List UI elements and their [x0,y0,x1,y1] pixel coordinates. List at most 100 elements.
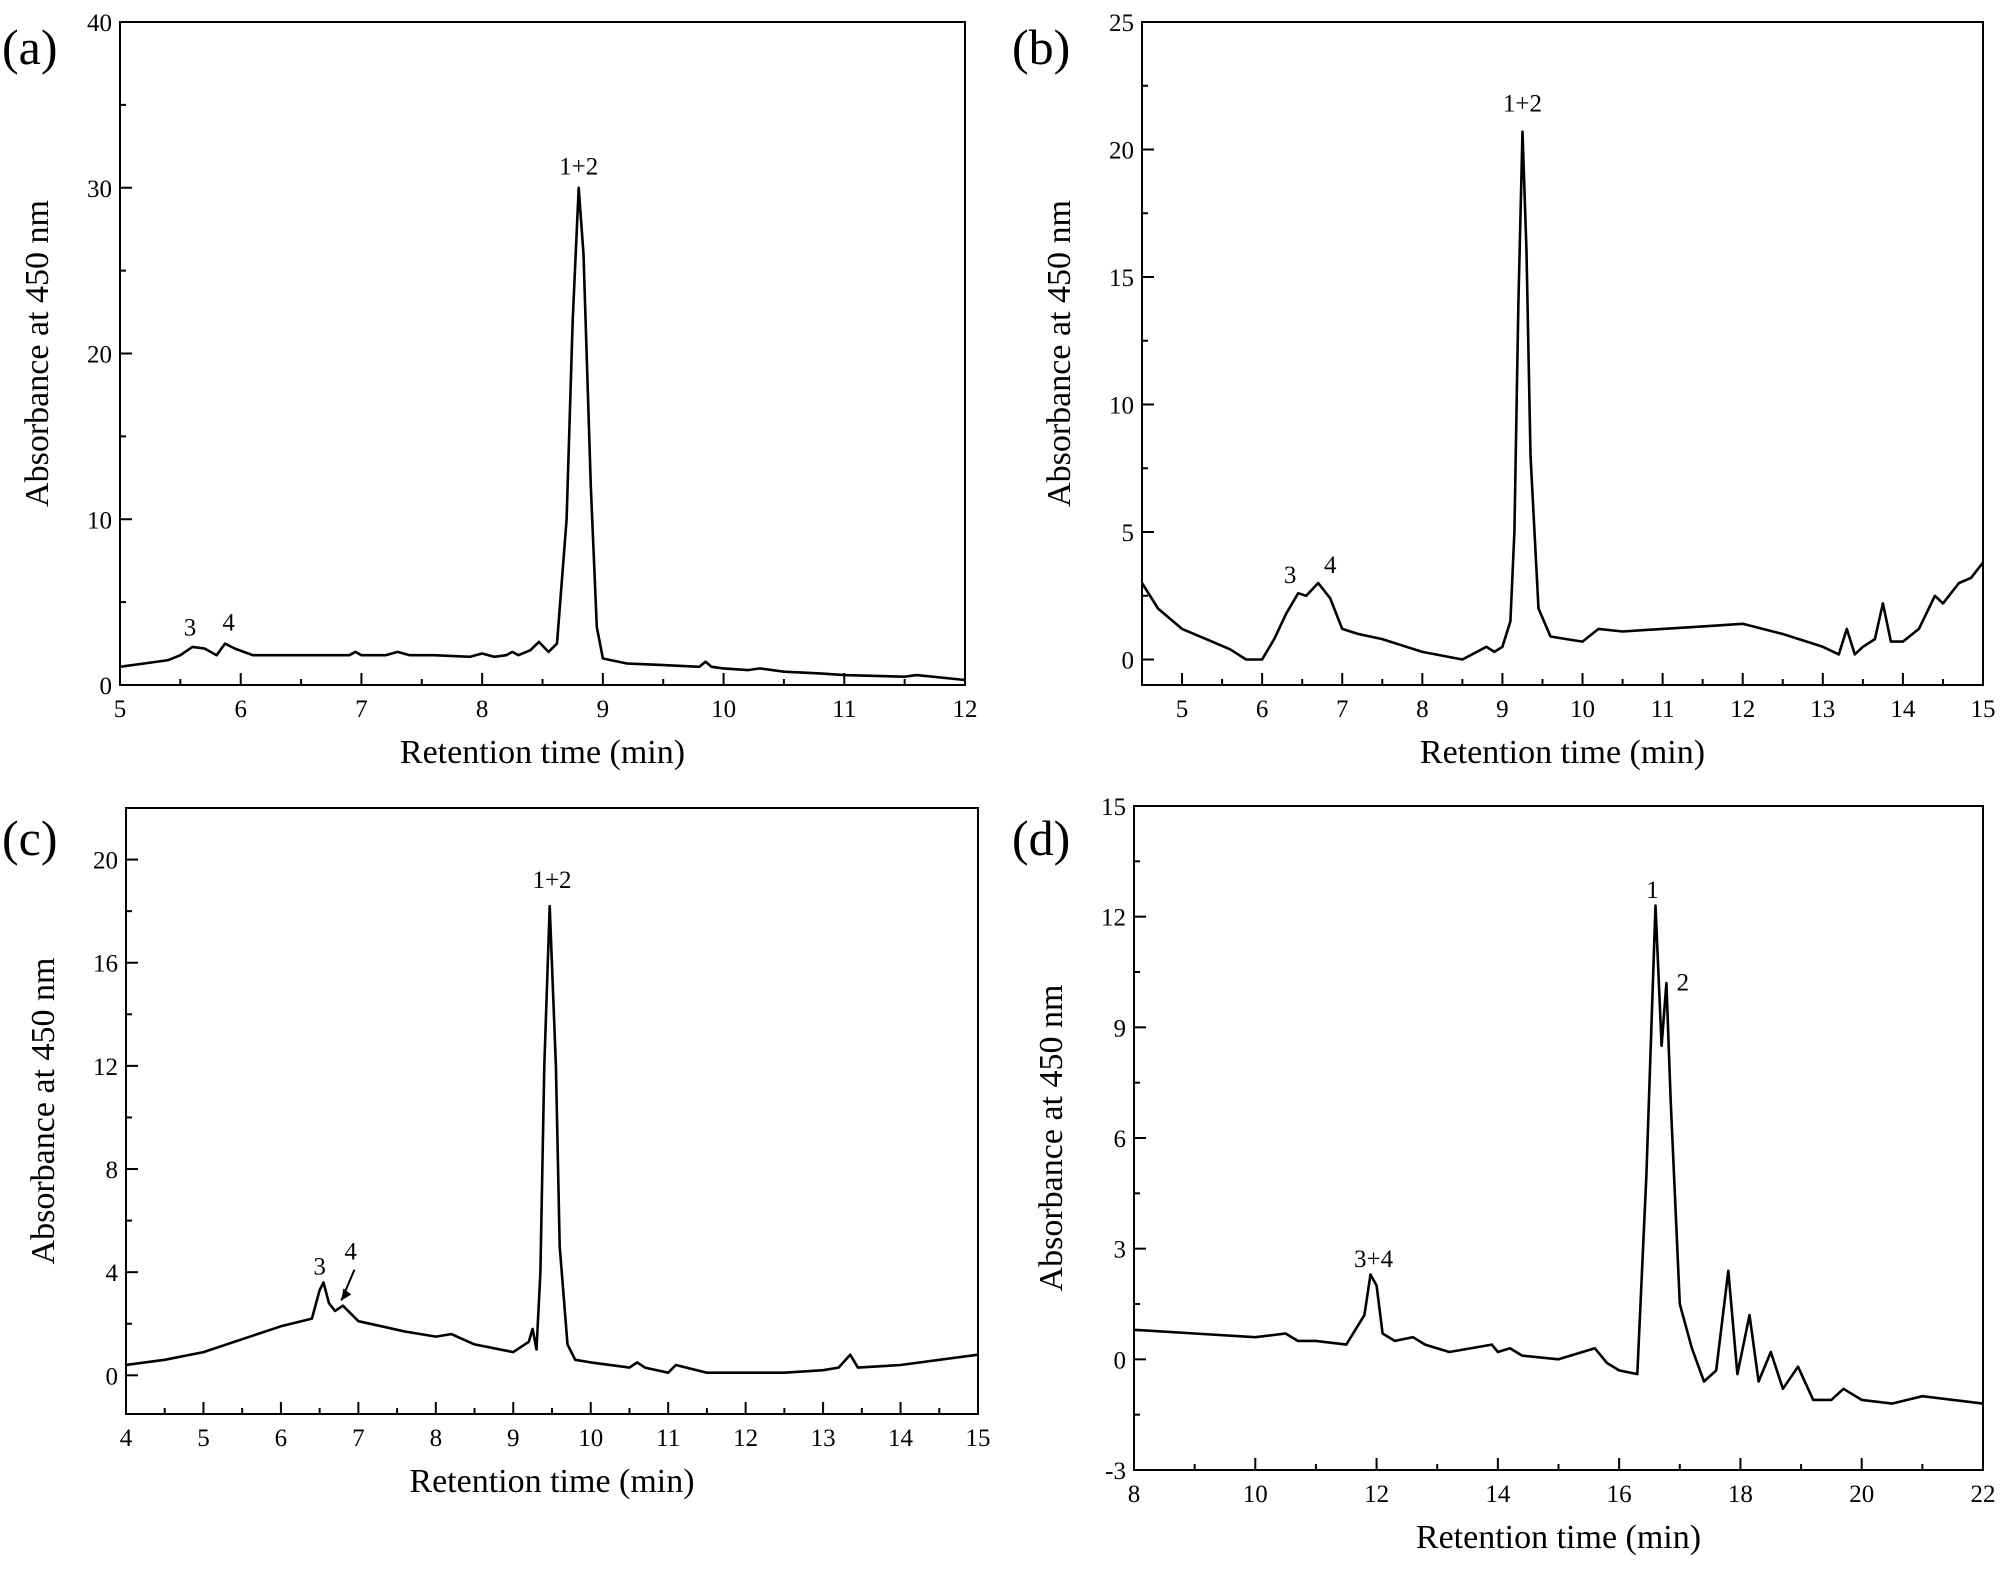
x-tick-label: 7 [352,1425,365,1452]
x-tick-label: 13 [1810,696,1835,723]
x-tick-label: 12 [733,1425,758,1452]
x-tick-label: 4 [120,1425,133,1452]
x-tick-label: 12 [1364,1481,1389,1508]
x-tick-label: 7 [355,696,368,723]
peak-label: 2 [1677,969,1690,996]
y-tick-label: 5 [1122,520,1135,547]
x-tick-label: 8 [1128,1481,1141,1508]
y-axis-title: Absorbance at 450 nm [19,200,56,507]
x-tick-label: 10 [1570,696,1595,723]
y-tick-label: 25 [1109,10,1134,37]
x-tick-label: 7 [1336,696,1349,723]
chart-panel-b: 5 6 7 8 9 10 11 12 13 14 15 0 5 10 15 20 25 Retention tim… [1012,10,1996,771]
arrow-head [341,1288,352,1301]
panel-label: (b) [1012,19,1070,75]
x-tick-label: 10 [1243,1481,1268,1508]
plot-frame [1133,805,1984,1471]
x-tick-label: 10 [578,1425,603,1452]
peak-label: 1+2 [559,153,598,180]
x-tick-label: 16 [1607,1481,1632,1508]
y-tick-label: 20 [87,342,112,369]
x-tick-label: 5 [197,1425,210,1452]
peak-label: 3 [184,614,197,641]
panel-label: (a) [2,19,58,75]
y-tick-label: -3 [1105,1458,1126,1485]
x-tick-label: 11 [832,696,856,723]
x-tick-label: 8 [476,696,489,723]
peak-label: 3+4 [1354,1246,1394,1273]
x-axis-title: Retention time (min) [400,734,685,771]
y-tick-label: 20 [1109,138,1134,165]
x-axis-title: Retention time (min) [409,1463,694,1500]
peak-label: 4 [344,1238,357,1265]
x-tick-label: 12 [953,696,978,723]
x-tick-label: 14 [1485,1481,1511,1508]
peak-label: 1 [1646,877,1659,904]
chart-panel-a: 5 6 7 8 9 10 11 12 0 10 20 30 40 Retention time (min)… [2,10,978,771]
x-tick-label: 9 [1496,696,1509,723]
y-axis-title: Absorbance at 450 nm [1033,985,1070,1292]
y-tick-label: 4 [106,1260,119,1287]
x-tick-label: 8 [1416,696,1429,723]
chart-panel-c: 4 5 6 7 8 9 10 11 12 13 14 15 0 4 8 12 16 20 Retention tim… [2,807,991,1500]
y-tick-label: 0 [1122,648,1135,675]
x-tick-label: 15 [1971,696,1996,723]
peak-label: 1+2 [1503,90,1542,117]
x-tick-label: 18 [1728,1481,1753,1508]
x-tick-label: 14 [1890,696,1916,723]
peak-label: 3 [313,1254,326,1281]
plot-frame [125,807,979,1415]
x-tick-label: 13 [811,1425,836,1452]
x-axis-title: Retention time (min) [1420,734,1705,771]
chromatogram-trace [125,904,979,1374]
y-tick-label: 10 [87,507,112,534]
y-tick-label: 10 [1109,393,1134,420]
x-tick-label: 10 [711,696,736,723]
x-tick-label: 15 [966,1425,991,1452]
x-tick-label: 22 [1971,1481,1996,1508]
y-axis-title: Absorbance at 450 nm [25,958,62,1265]
plot-frame [119,21,966,686]
y-tick-label: 15 [1109,265,1134,292]
y-tick-label: 8 [106,1157,119,1184]
x-tick-label: 11 [1651,696,1675,723]
panel-label: (d) [1012,810,1070,866]
y-tick-label: 0 [1114,1347,1127,1374]
y-tick-label: 40 [87,10,112,37]
peak-label: 3 [1284,562,1297,589]
x-tick-label: 5 [114,696,127,723]
y-tick-label: 16 [93,951,118,978]
x-tick-label: 6 [1256,696,1269,723]
y-tick-label: 30 [87,176,112,203]
y-tick-label: 20 [93,848,118,875]
x-tick-label: 9 [507,1425,520,1452]
chromatogram-trace [1133,904,1984,1405]
y-tick-label: 15 [1101,794,1126,821]
peak-label: 1+2 [532,867,571,894]
y-tick-label: 9 [1114,1015,1127,1042]
y-tick-label: 12 [1101,905,1126,932]
x-tick-label: 9 [597,696,610,723]
y-tick-label: 0 [100,673,113,700]
y-tick-label: 6 [1114,1126,1127,1153]
y-tick-label: 3 [1114,1237,1127,1264]
chromatogram-trace [1140,130,1985,661]
peak-label: 4 [1324,552,1337,579]
x-tick-label: 6 [275,1425,288,1452]
x-tick-label: 20 [1849,1481,1874,1508]
x-tick-label: 5 [1176,696,1189,723]
x-tick-label: 14 [888,1425,914,1452]
y-tick-label: 12 [93,1054,118,1081]
x-tick-label: 12 [1730,696,1755,723]
plot-frame [1141,21,1984,686]
peak-label: 4 [222,609,235,636]
x-axis-title: Retention time (min) [1416,1519,1701,1556]
chromatogram-trace [119,186,966,682]
x-tick-label: 8 [430,1425,443,1452]
x-tick-label: 6 [234,696,247,723]
panel-label: (c) [2,810,58,866]
x-tick-label: 11 [656,1425,680,1452]
y-axis-title: Absorbance at 450 nm [1041,200,1078,507]
